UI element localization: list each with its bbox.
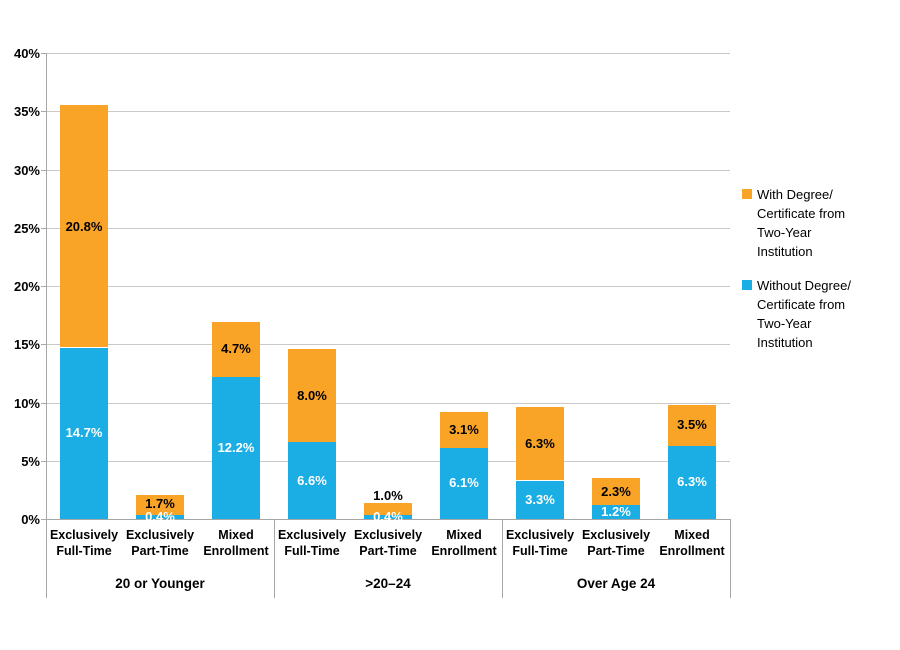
value-label-with-degree: 20.8%	[65, 219, 103, 234]
y-axis-tick-mark	[41, 170, 46, 171]
value-label-without-degree: 0.4%	[145, 509, 175, 524]
y-axis-tick-label: 15%	[13, 337, 40, 352]
gridline	[46, 286, 730, 287]
axis-group-separator	[502, 519, 503, 598]
value-label-with-degree: 6.3%	[525, 436, 555, 451]
bar-segment-with-degree	[592, 478, 640, 505]
category-label: Exclusively Part-Time	[353, 528, 423, 558]
category-label: Exclusively Full-Time	[505, 528, 575, 558]
y-axis-tick-label: 30%	[13, 163, 40, 178]
y-axis-tick-mark	[41, 286, 46, 287]
value-label-without-degree: 6.6%	[297, 473, 327, 488]
y-axis-tick-label: 40%	[13, 46, 40, 61]
bar-segment-without-degree	[516, 481, 564, 519]
category-label: Exclusively Part-Time	[125, 528, 195, 558]
gridline	[46, 228, 730, 229]
value-label-without-degree: 6.3%	[677, 474, 707, 489]
group-label: Over Age 24	[576, 576, 656, 591]
gridline	[46, 403, 730, 404]
bar-segment-with-degree	[516, 407, 564, 480]
value-label-with-degree: 1.0%	[373, 488, 403, 503]
bar-segment-with-degree	[440, 412, 488, 448]
bar-segment-without-degree	[592, 505, 640, 519]
bar-segment-with-degree	[364, 503, 412, 515]
y-axis-tick-mark	[41, 519, 46, 520]
legend-swatch-icon	[742, 189, 752, 199]
y-axis-tick-label: 25%	[13, 221, 40, 236]
gridline	[46, 170, 730, 171]
y-axis-tick-mark	[41, 403, 46, 404]
bar-segment-with-degree	[668, 405, 716, 446]
bar-segment-without-degree	[212, 377, 260, 519]
bar-segment-with-degree	[136, 495, 184, 515]
chart-legend: With Degree/Certificate from Two-Year Inst…	[742, 185, 897, 367]
category-label: Mixed Enrollment	[659, 528, 725, 558]
bar-segment-without-degree	[364, 514, 412, 519]
value-label-without-degree: 6.1%	[449, 475, 479, 490]
group-label: 20 or Younger	[115, 576, 205, 591]
y-axis-tick-label: 10%	[13, 396, 40, 411]
y-axis-tick-mark	[41, 344, 46, 345]
legend-swatch-icon	[742, 280, 752, 290]
y-axis-tick-mark	[41, 461, 46, 462]
legend-label: Without Degree/Certificate from Two-Year I…	[757, 278, 851, 350]
bar-segment-with-degree	[60, 105, 108, 347]
gridline	[46, 344, 730, 345]
axis-group-separator	[730, 519, 731, 598]
bar-segment-without-degree	[668, 446, 716, 519]
category-label: Exclusively Full-Time	[277, 528, 347, 558]
value-label-with-degree: 3.5%	[677, 417, 707, 432]
category-label: Mixed Enrollment	[431, 528, 497, 558]
value-label-with-degree: 2.3%	[601, 484, 631, 499]
y-axis-tick-mark	[41, 111, 46, 112]
y-axis-line	[46, 53, 47, 598]
value-label-without-degree: 12.2%	[217, 440, 255, 455]
gridline	[46, 461, 730, 462]
bar-segment-without-degree	[440, 448, 488, 519]
y-axis-tick-label: 20%	[13, 279, 40, 294]
gridline	[46, 53, 730, 54]
category-label: Exclusively Part-Time	[581, 528, 651, 558]
y-axis-tick-mark	[41, 228, 46, 229]
value-label-without-degree: 1.2%	[601, 504, 631, 519]
bar-segment-with-degree	[212, 322, 260, 377]
bar-segment-without-degree	[288, 442, 336, 519]
legend-item: Without Degree/Certificate from Two-Year I…	[742, 276, 897, 352]
legend-label: With Degree/Certificate from Two-Year Inst…	[757, 187, 846, 259]
legend-item: With Degree/Certificate from Two-Year Inst…	[742, 185, 897, 261]
y-axis-tick-label: 5%	[21, 454, 40, 469]
value-label-with-degree: 1.7%	[145, 496, 175, 511]
value-label-without-degree: 14.7%	[65, 425, 103, 440]
value-label-with-degree: 4.7%	[221, 341, 251, 356]
value-label-with-degree: 3.1%	[449, 422, 479, 437]
y-axis-tick-label: 0%	[21, 512, 40, 527]
gridline	[46, 519, 730, 520]
y-axis-tick-mark	[41, 53, 46, 54]
value-label-without-degree: 3.3%	[525, 492, 555, 507]
gridline	[46, 111, 730, 112]
value-label-with-degree: 8.0%	[297, 388, 327, 403]
bar-segment-with-degree	[288, 349, 336, 442]
category-label: Mixed Enrollment	[203, 528, 269, 558]
bar-segment-without-degree	[60, 348, 108, 519]
bar-segment-without-degree	[136, 514, 184, 519]
group-label: >20–24	[365, 576, 411, 591]
y-axis-tick-label: 35%	[13, 104, 40, 119]
axis-group-separator	[274, 519, 275, 598]
value-label-without-degree: 0.4%	[373, 509, 403, 524]
category-label: Exclusively Full-Time	[49, 528, 119, 558]
